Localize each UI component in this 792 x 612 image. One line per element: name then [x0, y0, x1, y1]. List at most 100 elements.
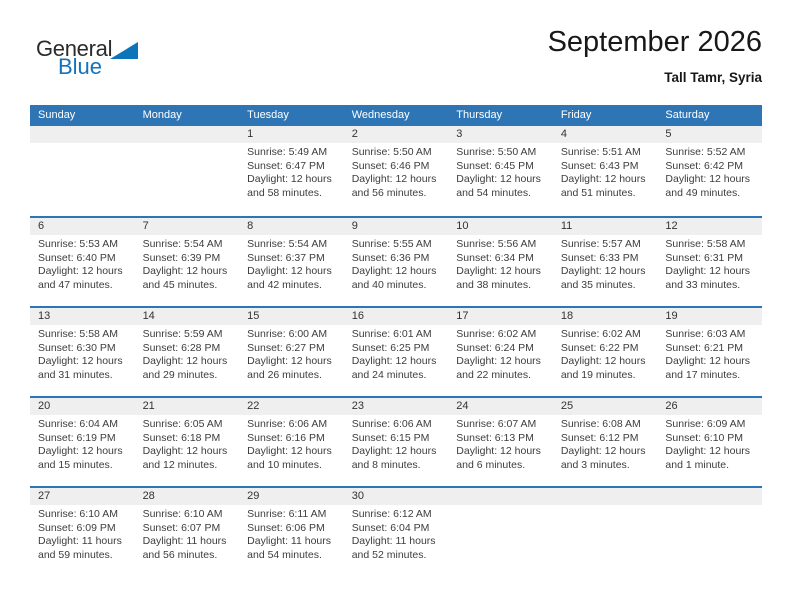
sunset-text: Sunset: 6:12 PM	[560, 431, 639, 444]
day-cell: 27 Sunrise: 6:10 AM Sunset: 6:09 PM Dayligh…	[30, 488, 135, 576]
day-number: 30	[343, 488, 449, 505]
sunrise-text: Sunrise: 5:58 AM	[665, 238, 746, 250]
daylight-text: Daylight: 12 hours and 31 minutes.	[38, 355, 123, 381]
title-block: September 2026 Tall Tamr, Syria	[548, 26, 762, 85]
day-cell: 7 Sunrise: 5:54 AM Sunset: 6:39 PM Daylight…	[134, 218, 240, 306]
day-cell: 26 Sunrise: 6:09 AM Sunset: 6:10 PM Dayligh…	[657, 398, 762, 486]
logo-text-general: General	[36, 36, 113, 61]
sunrise-text: Sunrise: 6:10 AM	[142, 508, 223, 520]
day-details: Sunrise: 5:54 AM Sunset: 6:39 PM Daylight:…	[135, 235, 240, 292]
day-number: 28	[134, 488, 240, 505]
weekday-header: Monday	[142, 109, 182, 121]
day-details: Sunrise: 6:07 AM Sunset: 6:13 PM Daylight:…	[448, 415, 553, 472]
weekday-header-row: Sunday Monday Tuesday Wednesday Thursday Frid…	[30, 105, 762, 126]
day-cell: 2 Sunrise: 5:50 AM Sunset: 6:46 PM Daylight…	[343, 126, 449, 216]
week-row: 1 Sunrise: 5:49 AM Sunset: 6:47 PM Daylight…	[30, 126, 762, 216]
week-row: 6 Sunrise: 5:53 AM Sunset: 6:40 PM Daylight…	[30, 216, 762, 306]
day-cell: 3 Sunrise: 5:50 AM Sunset: 6:45 PM Daylight…	[448, 126, 553, 216]
day-cell-empty	[552, 488, 658, 576]
day-cell: 30 Sunrise: 6:12 AM Sunset: 6:04 PM Dayligh…	[343, 488, 449, 576]
daylight-text: Daylight: 12 hours and 38 minutes.	[456, 265, 541, 291]
daylight-text: Daylight: 11 hours and 54 minutes.	[247, 535, 331, 561]
week-row: 27 Sunrise: 6:10 AM Sunset: 6:09 PM Dayligh…	[30, 486, 762, 576]
sunset-text: Sunset: 6:27 PM	[247, 341, 325, 354]
day-cell: 13 Sunrise: 5:58 AM Sunset: 6:30 PM Dayligh…	[30, 308, 135, 396]
day-cell: 24 Sunrise: 6:07 AM Sunset: 6:13 PM Dayligh…	[448, 398, 553, 486]
sunrise-text: Sunrise: 6:06 AM	[247, 418, 328, 430]
sunrise-text: Sunrise: 5:57 AM	[560, 238, 641, 250]
day-details: Sunrise: 6:04 AM Sunset: 6:19 PM Daylight:…	[30, 415, 135, 472]
sunset-text: Sunset: 6:13 PM	[456, 431, 534, 444]
sunset-text: Sunset: 6:43 PM	[560, 159, 639, 172]
weekday-header: Sunday	[38, 109, 76, 121]
daylight-text: Daylight: 12 hours and 17 minutes.	[665, 355, 751, 381]
day-number: 23	[343, 398, 449, 415]
sunset-text: Sunset: 6:33 PM	[560, 251, 639, 264]
day-number: 29	[239, 488, 344, 505]
day-number: 26	[657, 398, 762, 415]
sunset-text: Sunset: 6:39 PM	[142, 251, 221, 264]
day-number: 1	[239, 126, 344, 143]
day-details: Sunrise: 5:50 AM Sunset: 6:46 PM Daylight:…	[344, 143, 449, 200]
sunrise-text: Sunrise: 6:02 AM	[456, 328, 537, 340]
day-cell: 15 Sunrise: 6:00 AM Sunset: 6:27 PM Dayligh…	[239, 308, 344, 396]
weekday-header: Thursday	[456, 109, 503, 121]
day-details: Sunrise: 5:59 AM Sunset: 6:28 PM Daylight:…	[135, 325, 240, 382]
day-number: 14	[134, 308, 240, 325]
day-details	[30, 143, 135, 146]
day-cell: 12 Sunrise: 5:58 AM Sunset: 6:31 PM Dayligh…	[657, 218, 762, 306]
day-cell: 11 Sunrise: 5:57 AM Sunset: 6:33 PM Dayligh…	[552, 218, 658, 306]
sunset-text: Sunset: 6:30 PM	[38, 341, 116, 354]
day-number: 7	[134, 218, 240, 235]
day-cell: 28 Sunrise: 6:10 AM Sunset: 6:07 PM Dayligh…	[134, 488, 240, 576]
daylight-text: Daylight: 11 hours and 59 minutes.	[38, 535, 122, 561]
sunset-text: Sunset: 6:42 PM	[665, 159, 744, 172]
sunrise-text: Sunrise: 5:50 AM	[456, 146, 537, 158]
sunset-text: Sunset: 6:07 PM	[142, 521, 221, 534]
sunset-text: Sunset: 6:16 PM	[247, 431, 325, 444]
day-details: Sunrise: 6:02 AM Sunset: 6:22 PM Daylight:…	[553, 325, 658, 382]
daylight-text: Daylight: 12 hours and 35 minutes.	[560, 265, 646, 291]
day-number: 6	[30, 218, 135, 235]
day-number: 15	[239, 308, 344, 325]
day-number: 3	[448, 126, 553, 143]
sunset-text: Sunset: 6:37 PM	[247, 251, 325, 264]
day-details: Sunrise: 6:08 AM Sunset: 6:12 PM Daylight:…	[553, 415, 658, 472]
day-number	[30, 126, 135, 143]
sunset-text: Sunset: 6:04 PM	[351, 521, 430, 534]
page-title: September 2026	[547, 26, 762, 58]
day-cell-empty	[657, 488, 762, 576]
sunset-text: Sunset: 6:24 PM	[456, 341, 534, 354]
day-details	[135, 143, 240, 146]
day-number: 8	[239, 218, 344, 235]
sunrise-text: Sunrise: 6:12 AM	[351, 508, 432, 520]
daylight-text: Daylight: 12 hours and 40 minutes.	[351, 265, 437, 291]
daylight-text: Daylight: 12 hours and 12 minutes.	[142, 445, 228, 471]
daylight-text: Daylight: 12 hours and 1 minute.	[665, 445, 751, 471]
day-details: Sunrise: 5:53 AM Sunset: 6:40 PM Daylight:…	[30, 235, 135, 292]
day-details: Sunrise: 5:57 AM Sunset: 6:33 PM Daylight:…	[553, 235, 658, 292]
daylight-text: Daylight: 12 hours and 6 minutes.	[456, 445, 541, 471]
sunrise-text: Sunrise: 5:54 AM	[142, 238, 223, 250]
day-number: 10	[448, 218, 553, 235]
daylight-text: Daylight: 12 hours and 45 minutes.	[142, 265, 228, 291]
sunset-text: Sunset: 6:21 PM	[665, 341, 744, 354]
weeks-container: 1 Sunrise: 5:49 AM Sunset: 6:47 PM Daylight…	[30, 126, 762, 576]
daylight-text: Daylight: 12 hours and 15 minutes.	[38, 445, 123, 471]
sunset-text: Sunset: 6:45 PM	[456, 159, 534, 172]
daylight-text: Daylight: 12 hours and 33 minutes.	[665, 265, 751, 291]
sunset-text: Sunset: 6:47 PM	[247, 159, 325, 172]
day-cell: 25 Sunrise: 6:08 AM Sunset: 6:12 PM Dayligh…	[552, 398, 658, 486]
daylight-text: Daylight: 12 hours and 58 minutes.	[247, 173, 332, 199]
weekday-header: Friday	[560, 109, 592, 121]
day-cell: 19 Sunrise: 6:03 AM Sunset: 6:21 PM Dayligh…	[657, 308, 762, 396]
day-number: 4	[552, 126, 658, 143]
day-cell: 10 Sunrise: 5:56 AM Sunset: 6:34 PM Dayligh…	[448, 218, 553, 306]
sunrise-text: Sunrise: 6:08 AM	[560, 418, 641, 430]
day-details: Sunrise: 6:12 AM Sunset: 6:04 PM Daylight:…	[344, 505, 449, 562]
daylight-text: Daylight: 12 hours and 24 minutes.	[351, 355, 437, 381]
day-number: 11	[552, 218, 658, 235]
day-number: 2	[343, 126, 449, 143]
sunset-text: Sunset: 6:06 PM	[247, 521, 325, 534]
day-cell-empty	[134, 126, 240, 216]
